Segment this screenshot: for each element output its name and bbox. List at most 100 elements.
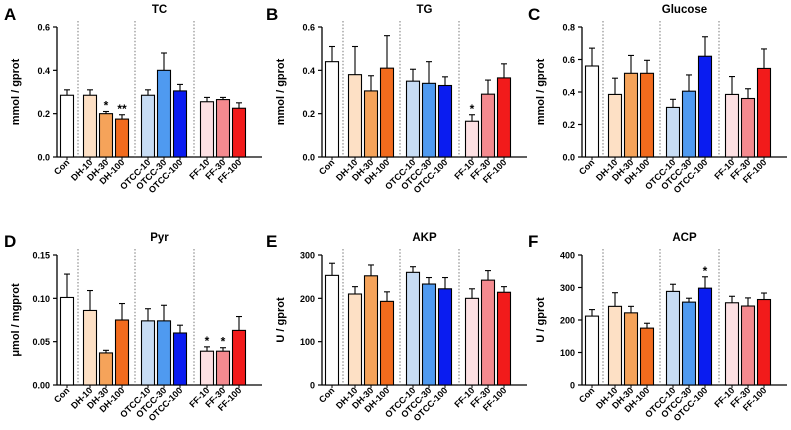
- y-tick-label: 0.6: [562, 55, 575, 65]
- y-axis-label: μmol / mgprot: [10, 283, 22, 357]
- bar-ff-10: [199, 350, 215, 386]
- bar-dh-30: [363, 90, 379, 158]
- significance-mark: *: [104, 99, 109, 113]
- y-tick-label: 200: [300, 294, 315, 304]
- panel-letter: B: [266, 5, 278, 24]
- bar-dh-100: [639, 327, 655, 386]
- y-tick-label: 0.4: [562, 88, 575, 98]
- y-tick-label: 0.0: [562, 153, 575, 163]
- y-tick-label: 100: [560, 348, 575, 358]
- bar-dh-10: [607, 93, 623, 158]
- bar-ff-100: [231, 107, 247, 158]
- bar-dh-30: [623, 312, 639, 386]
- x-tick-label: Con: [577, 385, 596, 404]
- y-tick-label: 0.2: [37, 109, 50, 119]
- bar-otcc-10: [140, 320, 156, 386]
- y-axis-label: mmol / gprot: [10, 58, 22, 125]
- y-tick-label: 0.4: [37, 66, 50, 76]
- panel-letter: C: [528, 5, 540, 24]
- y-tick-label: 0: [310, 381, 315, 391]
- panel-letter: F: [528, 232, 538, 251]
- bar-dh-30: [363, 275, 379, 386]
- bar-con: [584, 65, 600, 158]
- y-tick-label: 0.6: [37, 23, 50, 33]
- bar-dh-100: [114, 118, 130, 158]
- chart-title: TC: [152, 4, 167, 16]
- y-tick-label: 300: [300, 251, 315, 261]
- bar-dh-30: [98, 113, 114, 158]
- y-tick-label: 0.00: [32, 381, 50, 391]
- bar-con: [59, 296, 75, 386]
- bar-dh-10: [347, 293, 363, 386]
- panel-letter: D: [4, 232, 16, 251]
- chart-title: TG: [417, 4, 433, 16]
- chart-title: Pyr: [150, 232, 169, 244]
- x-tick-label: Con: [52, 157, 71, 176]
- y-tick-label: 0.0: [37, 153, 50, 163]
- bar-ff-10: [724, 93, 740, 158]
- bar-ff-100: [756, 298, 772, 386]
- y-axis-label: U / gprot: [275, 297, 287, 343]
- y-tick-label: 100: [300, 337, 315, 347]
- bar-dh-100: [639, 72, 655, 158]
- bar-ff-10: [199, 101, 215, 158]
- bar-otcc-10: [140, 94, 156, 158]
- bar-otcc-30: [156, 69, 172, 158]
- bar-dh-10: [82, 309, 98, 386]
- bar-dh-100: [379, 67, 395, 158]
- panel-letter: A: [4, 5, 16, 24]
- bar-ff-30: [740, 305, 756, 386]
- bar-otcc-10: [665, 290, 681, 386]
- bar-otcc-100: [172, 332, 188, 386]
- bar-ff-30: [215, 350, 231, 386]
- y-tick-label: 0.0: [302, 153, 315, 163]
- y-tick-label: 0.2: [302, 109, 315, 119]
- bar-ff-30: [480, 93, 496, 158]
- bar-ff-10: [464, 120, 480, 158]
- bar-ff-100: [496, 77, 512, 158]
- bar-otcc-30: [681, 90, 697, 158]
- panel-letter: E: [266, 232, 277, 251]
- bar-dh-100: [114, 319, 130, 386]
- y-axis-label: U / gprot: [535, 297, 547, 343]
- bar-dh-30: [98, 352, 114, 386]
- x-tick-label: Con: [52, 385, 71, 404]
- significance-mark: **: [117, 102, 127, 116]
- x-tick-label: Con: [317, 157, 336, 176]
- significance-mark: *: [205, 334, 210, 348]
- bar-dh-10: [607, 305, 623, 386]
- bar-ff-100: [496, 291, 512, 386]
- bar-con: [324, 274, 340, 386]
- bar-ff-10: [464, 297, 480, 386]
- bar-otcc-30: [681, 301, 697, 386]
- y-tick-label: 0: [570, 381, 575, 391]
- significance-mark: *: [470, 102, 475, 116]
- significance-mark: *: [221, 335, 226, 349]
- bar-con: [324, 61, 340, 158]
- x-tick-label: Con: [317, 385, 336, 404]
- y-axis-label: mmol / gprot: [275, 58, 287, 125]
- y-tick-label: 0.8: [562, 23, 575, 33]
- y-tick-label: 300: [560, 283, 575, 293]
- chart-title: Glucose: [662, 4, 707, 16]
- bar-con: [584, 315, 600, 386]
- x-tick-label: Con: [577, 157, 596, 176]
- bar-dh-10: [82, 94, 98, 158]
- y-tick-label: 0.2: [562, 120, 575, 130]
- bar-con: [59, 94, 75, 158]
- bar-otcc-100: [697, 287, 713, 386]
- bar-otcc-100: [437, 288, 453, 386]
- bar-otcc-100: [697, 55, 713, 158]
- chart-title: ACP: [672, 232, 697, 244]
- significance-mark: *: [703, 264, 708, 278]
- chart-title: AKP: [412, 232, 437, 244]
- bar-dh-30: [623, 72, 639, 158]
- bar-ff-100: [231, 329, 247, 386]
- bar-ff-30: [740, 97, 756, 158]
